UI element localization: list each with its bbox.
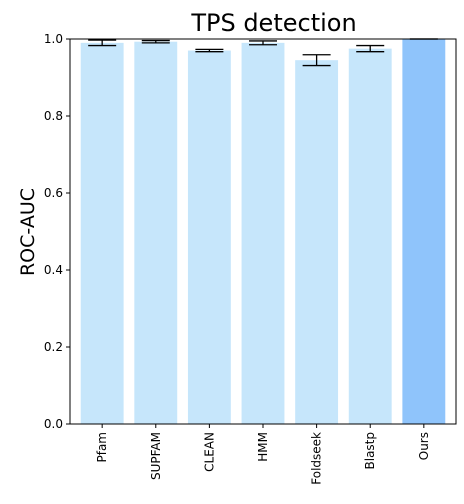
plot-frame: [69, 38, 457, 425]
y-axis-label: ROC-AUC: [17, 188, 39, 276]
bar-blastp: [348, 48, 392, 424]
bar-foldseek: [295, 60, 339, 425]
y-tick-label: 0.8: [44, 109, 63, 123]
x-tick-label: HMM: [256, 432, 270, 462]
y-tick-label: 1.0: [44, 32, 63, 46]
error-bar-hmm: [249, 40, 277, 46]
x-tick-label: Blastp: [363, 432, 377, 470]
error-bar-blastp: [356, 44, 385, 53]
bar-pfam: [80, 42, 124, 424]
error-bar-supfam: [141, 39, 170, 44]
x-tick-label: CLEAN: [202, 432, 216, 472]
y-tick-label: 0.0: [44, 417, 63, 431]
error-bar-pfam: [88, 39, 117, 47]
error-bar-foldseek: [302, 54, 331, 67]
x-tick-label: SUPFAM: [149, 432, 163, 480]
y-tick-label: 0.4: [44, 263, 63, 277]
bar-supfam: [134, 41, 178, 424]
chart-title: TPS detection: [190, 9, 356, 37]
y-tick-label: 0.6: [44, 186, 63, 200]
y-tick-label: 0.2: [44, 340, 63, 354]
x-tick-label: Pfam: [95, 432, 109, 463]
bar-hmm: [241, 42, 285, 424]
error-bar-clean: [195, 48, 224, 53]
x-tick-label: Ours: [417, 432, 431, 460]
bar-ours: [402, 39, 446, 424]
x-tick-label: Foldseek: [310, 432, 324, 485]
bar-clean: [187, 50, 231, 425]
